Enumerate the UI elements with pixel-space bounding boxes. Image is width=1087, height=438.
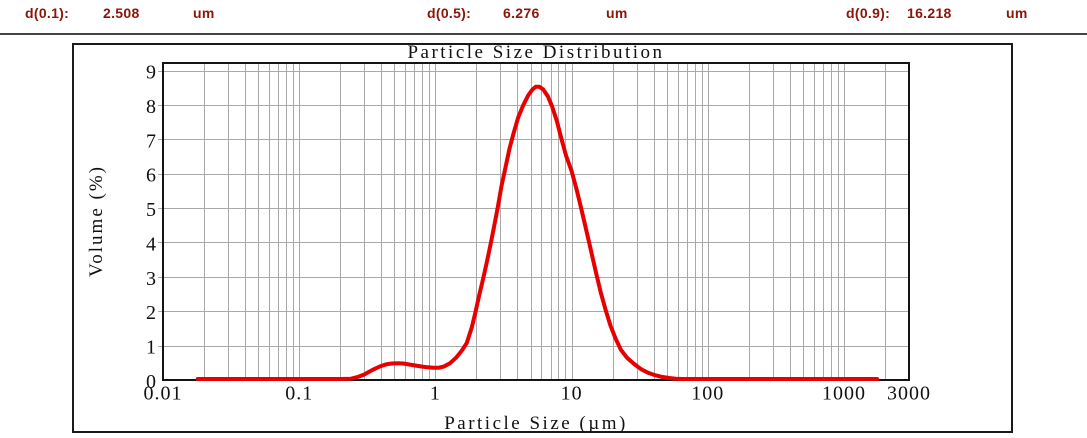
d50-value: 6.276 [503,5,540,21]
y-tick-label: 8 [146,96,157,118]
d90-unit: um [1006,5,1028,21]
y-tick-label: 2 [146,302,157,324]
d90-label: d(0.9): [846,5,891,21]
x-tick-labels: 0.01 0.1 1 10 100 1000 3000 [144,383,931,405]
y-tick-label: 9 [146,62,157,84]
d10-label: d(0.1): [25,5,70,21]
d50-unit: um [606,5,628,21]
y-tick-label: 5 [146,199,157,221]
x-tick-label: 1000 [822,383,866,405]
d90-value: 16.218 [907,5,952,21]
y-tick-label: 6 [146,165,157,187]
x-tick-label: 1 [430,383,441,405]
gridlines [158,63,910,380]
y-tick-label: 3 [146,268,157,290]
x-tick-label: 100 [691,383,724,405]
plot-border [162,62,910,381]
d50-label: d(0.5): [427,5,472,21]
y-tick-label: 0 [146,371,157,393]
x-tick-label: 0.01 [144,383,183,405]
volume-curve [195,84,880,381]
chart-title: Particle Size Distribution [407,42,665,63]
x-tick-label: 10 [561,383,583,405]
d10-value: 2.508 [103,5,140,21]
x-tick-label: 0.1 [285,383,313,405]
x-tick-label: 3000 [887,383,931,405]
y-tick-label: 1 [146,337,157,359]
header-separator [0,33,1087,35]
y-tick-label: 4 [146,233,157,255]
y-tick-labels: 0 1 2 3 4 5 6 7 8 9 [146,62,157,393]
y-tick-label: 7 [146,130,157,152]
d10-unit: um [193,5,215,21]
x-axis-title: Particle Size (µm) [444,413,628,434]
